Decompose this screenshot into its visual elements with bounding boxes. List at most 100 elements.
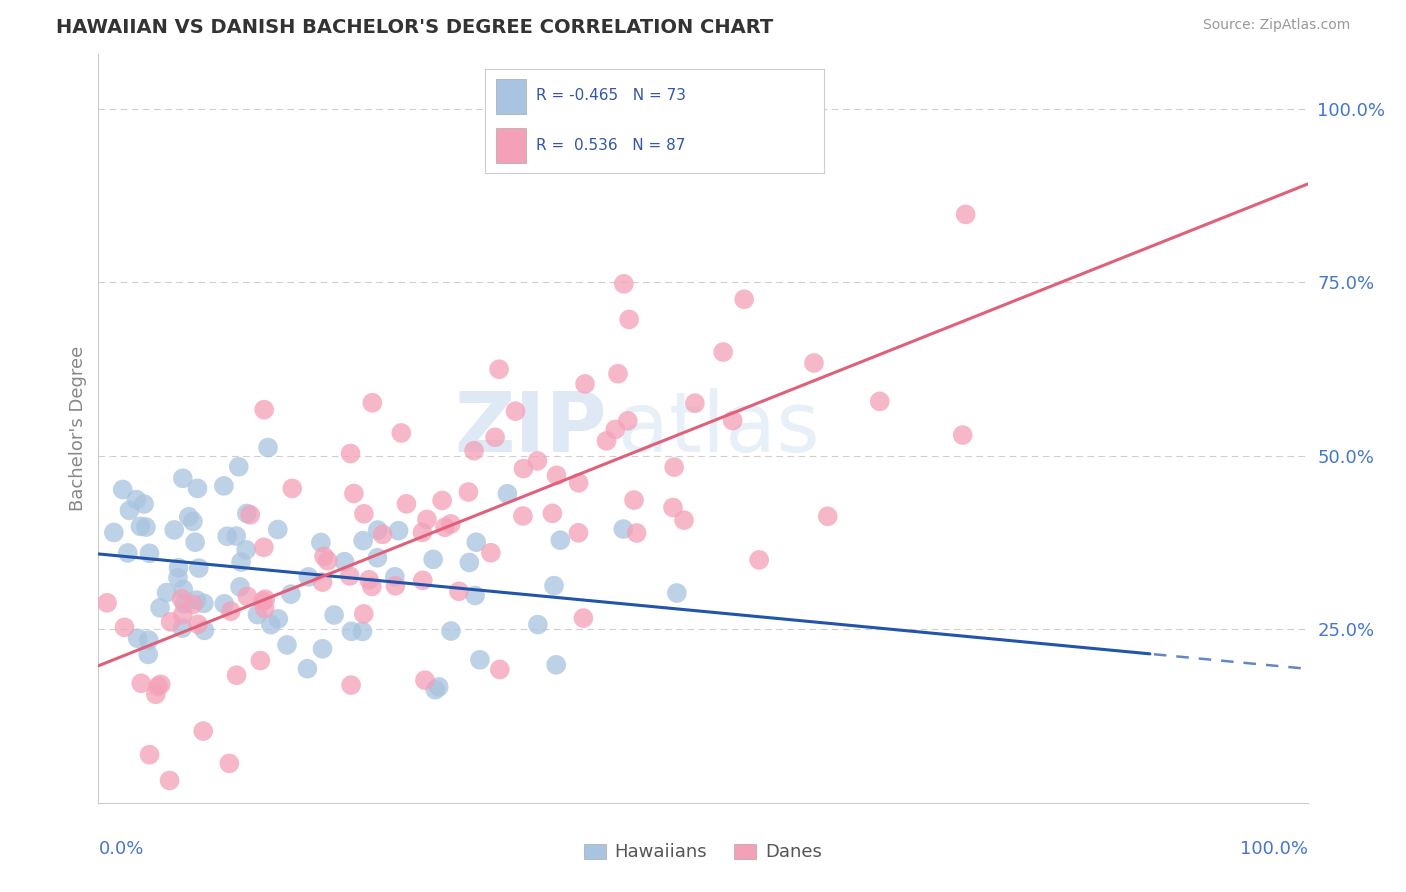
Point	[339, 569, 361, 583]
Point	[252, 594, 274, 608]
Point	[546, 468, 568, 483]
Point	[236, 507, 259, 521]
Point	[186, 593, 208, 607]
Point	[546, 657, 568, 672]
Legend: Hawaiians, Danes: Hawaiians, Danes	[576, 837, 830, 869]
Point	[817, 509, 839, 524]
Point	[395, 497, 418, 511]
Point	[361, 396, 384, 410]
Point	[111, 483, 134, 497]
Point	[616, 414, 638, 428]
Point	[249, 654, 271, 668]
Point	[235, 542, 257, 557]
Point	[412, 574, 434, 588]
Point	[505, 404, 527, 418]
Point	[253, 402, 276, 417]
Y-axis label: Bachelor's Degree: Bachelor's Degree	[69, 345, 87, 511]
Point	[212, 479, 235, 493]
Point	[541, 507, 564, 521]
Point	[136, 648, 159, 662]
Point	[172, 607, 194, 622]
Point	[118, 503, 141, 517]
Point	[229, 555, 252, 569]
Point	[617, 312, 640, 326]
Point	[167, 561, 190, 575]
Point	[316, 554, 339, 568]
Text: atlas: atlas	[619, 388, 820, 468]
Point	[333, 555, 356, 569]
Point	[711, 345, 734, 359]
Point	[267, 523, 290, 537]
Point	[440, 516, 463, 531]
Point	[512, 461, 534, 475]
Point	[748, 553, 770, 567]
Point	[184, 535, 207, 549]
Point	[280, 587, 302, 601]
Point	[568, 475, 591, 490]
Point	[683, 396, 706, 410]
Point	[422, 552, 444, 566]
Point	[281, 482, 304, 496]
Point	[132, 497, 155, 511]
Point	[181, 515, 204, 529]
Point	[613, 277, 636, 291]
Point	[605, 422, 627, 436]
Point	[173, 597, 195, 611]
Point	[267, 612, 290, 626]
Point	[430, 493, 453, 508]
Point	[339, 446, 361, 460]
Text: 100.0%: 100.0%	[1240, 840, 1308, 858]
Point	[138, 633, 160, 648]
Point	[297, 570, 319, 584]
Point	[114, 620, 136, 634]
Point	[352, 624, 374, 639]
Point	[567, 525, 589, 540]
Text: 0.0%: 0.0%	[98, 840, 143, 858]
Point	[623, 493, 645, 508]
Point	[416, 512, 439, 526]
Point	[129, 676, 152, 690]
Point	[673, 513, 696, 527]
Point	[425, 682, 447, 697]
Point	[167, 571, 190, 585]
Point	[125, 492, 148, 507]
Point	[193, 724, 215, 739]
Point	[465, 535, 488, 549]
Point	[612, 522, 634, 536]
Point	[228, 459, 250, 474]
Point	[488, 362, 510, 376]
Point	[352, 533, 374, 548]
Point	[457, 485, 479, 500]
Point	[239, 508, 262, 522]
Point	[129, 519, 152, 533]
Point	[186, 482, 208, 496]
Point	[218, 756, 240, 771]
Point	[297, 662, 319, 676]
Point	[526, 454, 548, 468]
Point	[246, 607, 269, 622]
Point	[187, 561, 209, 575]
Point	[433, 520, 456, 534]
Point	[803, 356, 825, 370]
Point	[103, 525, 125, 540]
Point	[117, 546, 139, 560]
Point	[733, 293, 755, 307]
Point	[253, 601, 276, 615]
Point	[463, 443, 485, 458]
Point	[193, 596, 215, 610]
Point	[146, 679, 169, 693]
Point	[193, 624, 215, 638]
Point	[260, 617, 283, 632]
Point	[550, 533, 572, 548]
Point	[527, 617, 550, 632]
Point	[96, 596, 118, 610]
Point	[440, 624, 463, 638]
Point	[574, 376, 596, 391]
Point	[311, 641, 333, 656]
Point	[138, 546, 160, 560]
Point	[236, 590, 259, 604]
Point	[955, 207, 977, 221]
Point	[254, 592, 277, 607]
Point	[219, 604, 242, 618]
Text: Source: ZipAtlas.com: Source: ZipAtlas.com	[1202, 18, 1350, 32]
